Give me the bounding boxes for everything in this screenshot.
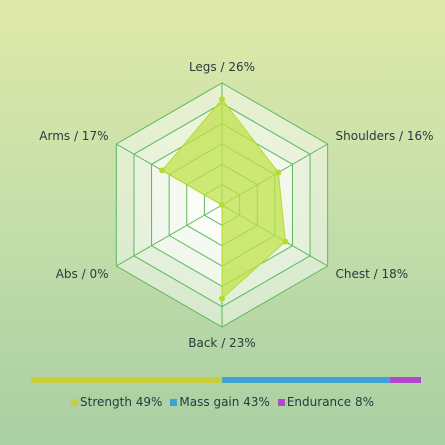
radar-point-4 xyxy=(219,202,225,208)
radar-point-2 xyxy=(282,238,289,245)
radar-point-5 xyxy=(159,167,166,174)
axis-label-2: Chest / 18% xyxy=(336,267,409,281)
axis-label-4: Abs / 0% xyxy=(56,267,109,281)
legend-swatch-2 xyxy=(277,398,285,406)
legend-item-0: Strength 49% xyxy=(71,395,162,409)
legend-label-2: Endurance 8% xyxy=(286,395,374,409)
split-progress-bar xyxy=(31,377,421,383)
legend-item-2: Endurance 8% xyxy=(277,395,374,409)
axis-label-3: Back / 23% xyxy=(188,336,255,350)
progress-segment-1 xyxy=(222,377,390,383)
legend-label-0: Strength 49% xyxy=(80,395,163,409)
legend-swatch-0 xyxy=(71,398,79,406)
progress-segment-2 xyxy=(389,377,421,383)
legend: Strength 49% Mass gain 43% Endurance 8% xyxy=(0,395,445,409)
radar-point-0 xyxy=(219,96,225,103)
radar-axis-labels: Legs / 26% Shoulders / 16% Chest / 18% Back… xyxy=(39,60,433,350)
legend-item-1: Mass gain 43% xyxy=(170,395,270,409)
progress-segment-0 xyxy=(31,377,223,383)
legend-label-1: Mass gain 43% xyxy=(179,395,270,409)
axis-label-0: Legs / 26% xyxy=(189,60,255,74)
legend-swatch-1 xyxy=(170,398,178,406)
axis-label-1: Shoulders / 16% xyxy=(336,129,434,143)
radar-point-3 xyxy=(219,295,225,302)
radar-area xyxy=(159,96,289,302)
radar-point-1 xyxy=(275,169,282,176)
grid-spoke-4 xyxy=(116,204,223,267)
axis-label-5: Arms / 17% xyxy=(39,129,108,143)
